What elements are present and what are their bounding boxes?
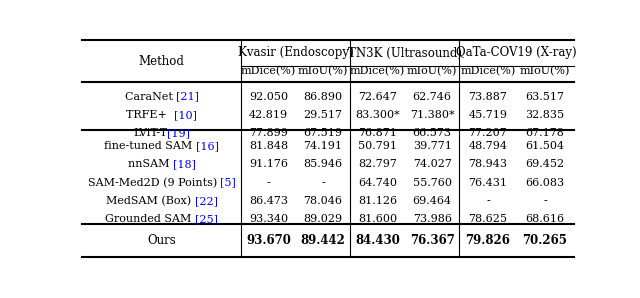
Text: 77.899: 77.899 [249, 128, 288, 138]
Text: mDice(%): mDice(%) [241, 66, 296, 77]
Text: fine-tuned SAM: fine-tuned SAM [104, 141, 196, 151]
Text: Grounded SAM: Grounded SAM [106, 214, 195, 224]
Text: -: - [543, 196, 547, 206]
Text: [21]: [21] [176, 91, 199, 102]
Text: 71.380*: 71.380* [410, 110, 454, 120]
Text: mIoU(%): mIoU(%) [407, 66, 458, 77]
Text: 78.625: 78.625 [468, 214, 508, 224]
Text: 62.746: 62.746 [413, 91, 452, 102]
Text: mDice(%): mDice(%) [350, 66, 405, 77]
Text: 93.340: 93.340 [249, 214, 288, 224]
Text: 84.430: 84.430 [355, 234, 400, 247]
Text: [16]: [16] [196, 141, 220, 151]
Text: 50.791: 50.791 [358, 141, 397, 151]
Text: 69.464: 69.464 [413, 196, 452, 206]
Text: 76.431: 76.431 [468, 178, 508, 188]
Text: 72.647: 72.647 [358, 91, 397, 102]
Text: 39.771: 39.771 [413, 141, 452, 151]
Text: -: - [486, 196, 490, 206]
Text: 76.871: 76.871 [358, 128, 397, 138]
Text: Kvasir (Endoscopy): Kvasir (Endoscopy) [238, 46, 353, 60]
Text: 81.848: 81.848 [249, 141, 288, 151]
Text: 73.986: 73.986 [413, 214, 452, 224]
Text: TRFE+: TRFE+ [127, 110, 174, 120]
Text: 69.452: 69.452 [525, 159, 564, 169]
Text: -: - [267, 178, 270, 188]
Text: mIoU(%): mIoU(%) [298, 66, 348, 77]
Text: 76.367: 76.367 [410, 234, 454, 247]
Text: [5]: [5] [220, 178, 236, 188]
Text: 78.046: 78.046 [303, 196, 342, 206]
Text: CaraNet: CaraNet [125, 91, 176, 102]
Text: 82.797: 82.797 [358, 159, 397, 169]
Text: mDice(%): mDice(%) [460, 66, 516, 77]
Text: 45.719: 45.719 [468, 110, 508, 120]
Text: 79.826: 79.826 [465, 234, 510, 247]
Text: 32.835: 32.835 [525, 110, 564, 120]
Text: LViT-T: LViT-T [133, 128, 168, 138]
Text: 77.207: 77.207 [468, 128, 508, 138]
Text: 29.517: 29.517 [303, 110, 342, 120]
Text: 68.616: 68.616 [525, 214, 564, 224]
Text: 81.600: 81.600 [358, 214, 397, 224]
Text: 78.943: 78.943 [468, 159, 508, 169]
Text: 86.473: 86.473 [249, 196, 288, 206]
Text: 55.760: 55.760 [413, 178, 452, 188]
Text: mIoU(%): mIoU(%) [520, 66, 570, 77]
Text: 74.027: 74.027 [413, 159, 452, 169]
Text: 89.029: 89.029 [303, 214, 342, 224]
Text: [25]: [25] [195, 214, 218, 224]
Text: QaTa-COV19 (X-ray): QaTa-COV19 (X-ray) [456, 46, 577, 60]
Text: 67.178: 67.178 [525, 128, 564, 138]
Text: 64.740: 64.740 [358, 178, 397, 188]
Text: TN3K (Ultrasound): TN3K (Ultrasound) [348, 46, 462, 60]
Text: 92.050: 92.050 [249, 91, 288, 102]
Text: 70.265: 70.265 [523, 234, 568, 247]
Text: Ours: Ours [147, 234, 176, 247]
Text: 89.442: 89.442 [301, 234, 346, 247]
Text: SAM-Med2D (9 Points): SAM-Med2D (9 Points) [88, 177, 220, 188]
Text: 85.946: 85.946 [303, 159, 342, 169]
Text: [18]: [18] [173, 159, 196, 169]
Text: 81.126: 81.126 [358, 196, 397, 206]
Text: [22]: [22] [195, 196, 218, 206]
Text: 86.890: 86.890 [303, 91, 342, 102]
Text: 63.517: 63.517 [525, 91, 564, 102]
Text: Method: Method [139, 55, 185, 68]
Text: -: - [321, 178, 325, 188]
Text: 67.519: 67.519 [303, 128, 342, 138]
Text: nnSAM: nnSAM [128, 159, 173, 169]
Text: 61.504: 61.504 [525, 141, 564, 151]
Text: [19]: [19] [168, 128, 191, 138]
Text: 74.191: 74.191 [303, 141, 342, 151]
Text: MedSAM (Box): MedSAM (Box) [106, 196, 195, 206]
Text: 48.794: 48.794 [468, 141, 508, 151]
Text: 73.887: 73.887 [468, 91, 508, 102]
Text: 83.300*: 83.300* [355, 110, 400, 120]
Text: 93.670: 93.670 [246, 234, 291, 247]
Text: 42.819: 42.819 [249, 110, 288, 120]
Text: 66.083: 66.083 [525, 178, 564, 188]
Text: 91.176: 91.176 [249, 159, 288, 169]
Text: [10]: [10] [174, 110, 197, 120]
Text: 66.573: 66.573 [413, 128, 452, 138]
